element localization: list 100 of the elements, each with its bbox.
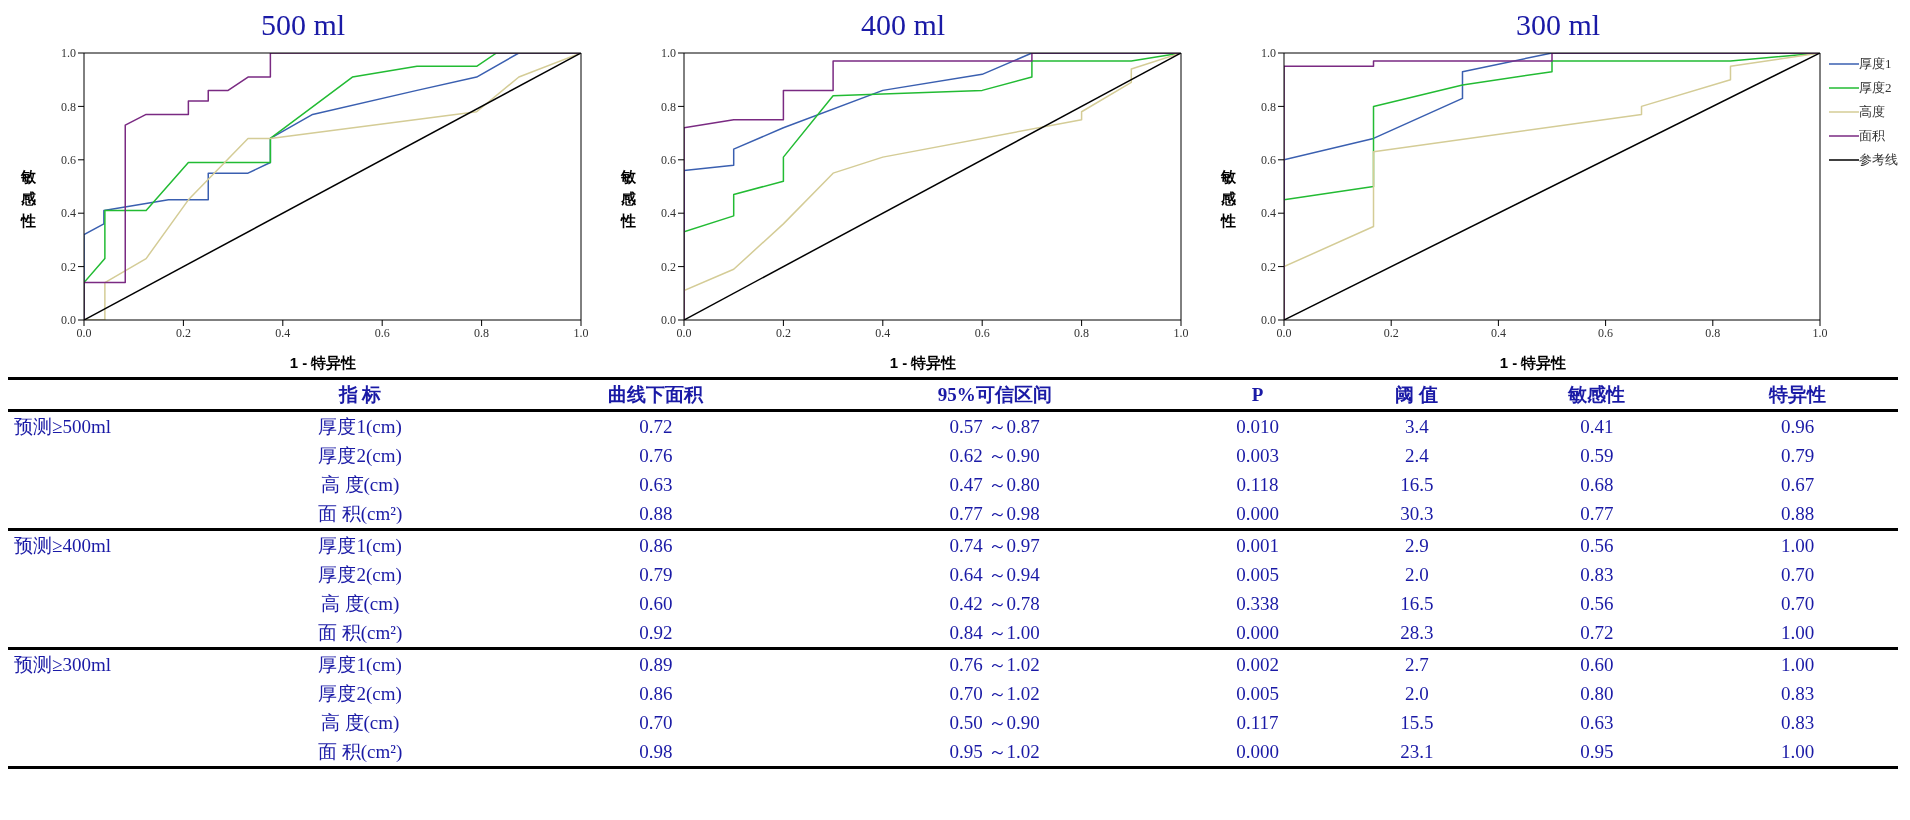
text: 0.64 ～0.94: [949, 563, 1040, 585]
text: 30.3: [1400, 502, 1434, 524]
text: 0.41: [1580, 415, 1614, 437]
text: 2.4: [1404, 444, 1429, 466]
category-label: 高 度(cm): [320, 711, 400, 733]
text: 16.5: [1400, 592, 1434, 614]
y-tick-label: 0.4: [1261, 206, 1276, 221]
y-tick-label: 0.0: [1261, 313, 1276, 328]
y-tick-label: 0.4: [661, 206, 676, 221]
text: 2.0: [1404, 682, 1429, 704]
text: 1.00: [1780, 653, 1815, 675]
text: 0.77 ～0.98: [949, 502, 1040, 524]
y-axis-title: 敏感性: [19, 167, 37, 231]
y-tick-label: 0.0: [61, 313, 76, 328]
text: 0.47 ～0.80: [949, 473, 1040, 495]
text: 15.5: [1400, 711, 1434, 733]
category-label: 厚度1(cm): [318, 534, 402, 556]
y-tick-label: 0.6: [61, 153, 76, 168]
text: 0.86: [639, 682, 673, 704]
y-tick-label: 1.0: [61, 46, 76, 61]
text: 1.00: [1780, 621, 1815, 643]
x-tick-label: 0.2: [775, 325, 791, 340]
text: 预测≥400ml: [13, 533, 112, 558]
chart-title: 500 ml: [259, 8, 347, 43]
y-tick-label: 0.2: [661, 259, 676, 274]
text: 3.4: [1404, 415, 1429, 437]
legend-label: 面积: [1859, 127, 1885, 145]
text: 0.000: [1236, 621, 1279, 643]
category-label: 95%可信区间: [936, 382, 1053, 407]
text: 0.67: [1780, 473, 1815, 495]
x-tick-label: 0.6: [974, 325, 990, 340]
x-tick-label: 0.6: [374, 325, 390, 340]
category-label: P: [1250, 382, 1265, 407]
category-label: 面 积(cm²): [317, 502, 403, 524]
y-axis-title: 敏感性: [1219, 167, 1237, 231]
y-tick-label: 0.6: [661, 153, 676, 168]
text: 0.000: [1236, 502, 1279, 524]
text: 0.50 ～0.90: [949, 711, 1040, 733]
y-axis-title: 敏感性: [619, 167, 637, 231]
text: 0.70: [1780, 592, 1815, 614]
legend-label: 参考线: [1859, 151, 1898, 169]
text: 0.003: [1236, 444, 1279, 466]
text: 0.56: [1580, 534, 1614, 556]
category-label: 面 积(cm²): [317, 740, 403, 762]
text: 0.338: [1236, 592, 1279, 614]
text: 0.83: [1780, 711, 1815, 733]
category-label: 指 标: [337, 382, 383, 407]
text: 0.96: [1780, 415, 1815, 437]
text: 0.83: [1580, 563, 1614, 585]
x-tick-label: 0.4: [875, 325, 891, 340]
text: 0.001: [1236, 534, 1279, 556]
text: 预测≥300ml: [13, 652, 112, 677]
text: 0.95: [1580, 740, 1614, 762]
text: 0.72: [639, 415, 673, 437]
y-tick-label: 1.0: [661, 46, 676, 61]
text: 预测≥500ml: [13, 414, 112, 439]
text: 0.005: [1236, 682, 1279, 704]
text: 2.9: [1404, 534, 1429, 556]
text: 0.000: [1236, 740, 1279, 762]
x-axis-title: 1 - 特异性: [288, 354, 358, 373]
category-label: 曲线下面积: [607, 382, 705, 407]
category-label: 高 度(cm): [320, 592, 400, 614]
text: 0.74 ～0.97: [949, 534, 1040, 556]
text: 0.70 ～1.02: [949, 682, 1040, 704]
category-label: 敏感性: [1567, 382, 1627, 407]
text: 0.62 ～0.90: [949, 444, 1040, 466]
text: 0.77: [1580, 502, 1614, 524]
x-tick-label: 1.0: [573, 325, 589, 340]
x-tick-label: 0.8: [474, 325, 490, 340]
text: 0.95 ～1.02: [949, 740, 1040, 762]
y-tick-label: 0.0: [661, 313, 676, 328]
text: 0.59: [1580, 444, 1614, 466]
text: 1.00: [1780, 534, 1815, 556]
text: 0.63: [1580, 711, 1614, 733]
chart-title: 400 ml: [859, 8, 947, 43]
category-label: 高 度(cm): [320, 473, 400, 495]
text: 0.70: [1780, 563, 1815, 585]
category-label: 厚度1(cm): [318, 653, 402, 675]
text: 0.79: [639, 563, 673, 585]
text: 0.86: [639, 534, 673, 556]
text: 0.89: [639, 653, 673, 675]
text: 0.70: [639, 711, 673, 733]
text: 0.79: [1780, 444, 1815, 466]
x-axis-title: 1 - 特异性: [1498, 354, 1568, 373]
text: 0.010: [1236, 415, 1279, 437]
x-tick-label: 0.0: [76, 325, 92, 340]
text: 0.80: [1580, 682, 1614, 704]
text: 0.76 ～1.02: [949, 653, 1040, 675]
text: 0.005: [1236, 563, 1279, 585]
x-tick-label: 0.4: [275, 325, 291, 340]
x-tick-label: 1.0: [1173, 325, 1189, 340]
category-label: 面 积(cm²): [317, 621, 403, 643]
text: 0.76: [639, 444, 673, 466]
text: 0.83: [1780, 682, 1815, 704]
text: 0.68: [1580, 473, 1614, 495]
text: 0.60: [639, 592, 673, 614]
text: 0.72: [1580, 621, 1614, 643]
text: 0.002: [1236, 653, 1279, 675]
category-label: 厚度2(cm): [318, 682, 402, 704]
text: 0.42 ～0.78: [949, 592, 1040, 614]
